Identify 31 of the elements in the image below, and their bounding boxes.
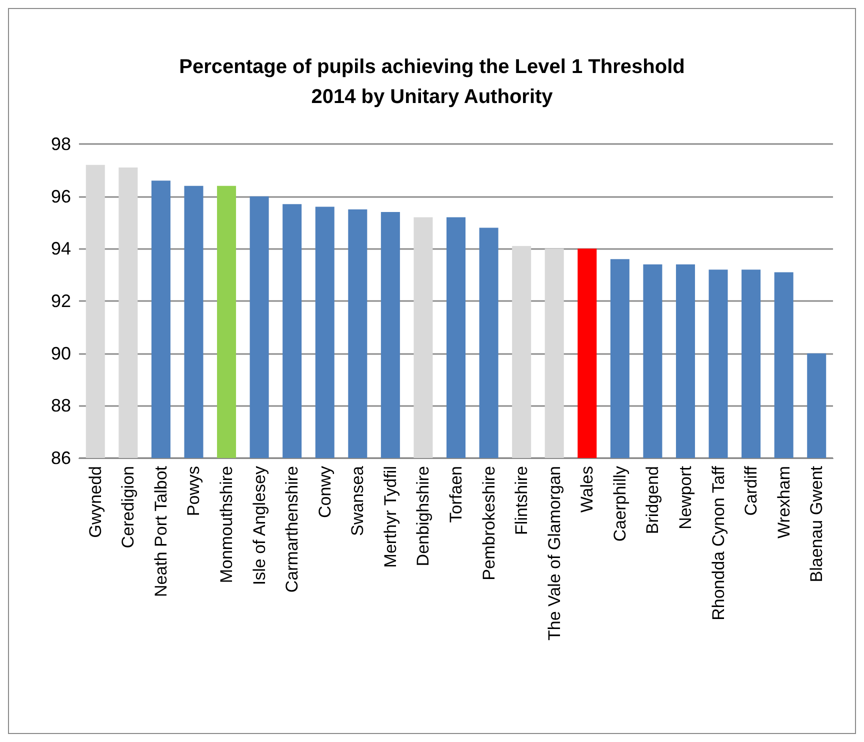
x-tick-label: Bridgend xyxy=(643,466,662,534)
x-tick-label: Newport xyxy=(676,466,695,530)
x-tick-label: Wales xyxy=(578,466,597,513)
y-tick-label: 86 xyxy=(50,448,71,468)
y-tick-label: 94 xyxy=(50,238,71,259)
x-tick-label: Flintshire xyxy=(512,466,532,535)
x-tick-label: Gwynedd xyxy=(86,466,105,538)
y-tick-label: 96 xyxy=(50,186,71,206)
chart-title: Percentage of pupils achieving the Level 1 Threshold 2014 by Unitary Authority xyxy=(179,56,685,108)
x-tick-label: Swansea xyxy=(348,465,368,536)
x-tick-label: Rhondda Cynon Taff xyxy=(708,466,728,620)
x-tick-label: Powys xyxy=(184,466,204,516)
x-tick-label: Carmarthenshire xyxy=(282,466,302,593)
x-tick-label: Isle of Anglesey xyxy=(250,466,269,586)
x-tick-label: Wrexham xyxy=(774,466,794,538)
x-tick-label: Denbighshire xyxy=(414,466,433,566)
x-tick-label: Ceredigion xyxy=(118,466,138,548)
y-tick-label: 90 xyxy=(50,343,71,364)
y-tick-label: 98 xyxy=(50,134,71,154)
x-tick-label: Conwy xyxy=(315,466,334,518)
x-tick-label: Pembrokeshire xyxy=(479,466,498,580)
x-tick-label: Neath Port Talbot xyxy=(151,466,170,598)
x-tick-label: Blaenau Gwent xyxy=(807,466,826,582)
x-tick-label: Cardiff xyxy=(742,466,761,516)
x-tick-label: Merthyr Tydfil xyxy=(380,466,400,568)
x-tick-label: The Vale of Glamorgan xyxy=(544,466,564,640)
x-tick-label: Caerphilly xyxy=(610,466,630,542)
y-tick-label: 88 xyxy=(50,396,71,416)
x-tick-label: Monmouthshire xyxy=(217,466,236,584)
y-tick-label: 92 xyxy=(50,291,71,311)
x-tick-label: Torfaen xyxy=(446,466,466,523)
